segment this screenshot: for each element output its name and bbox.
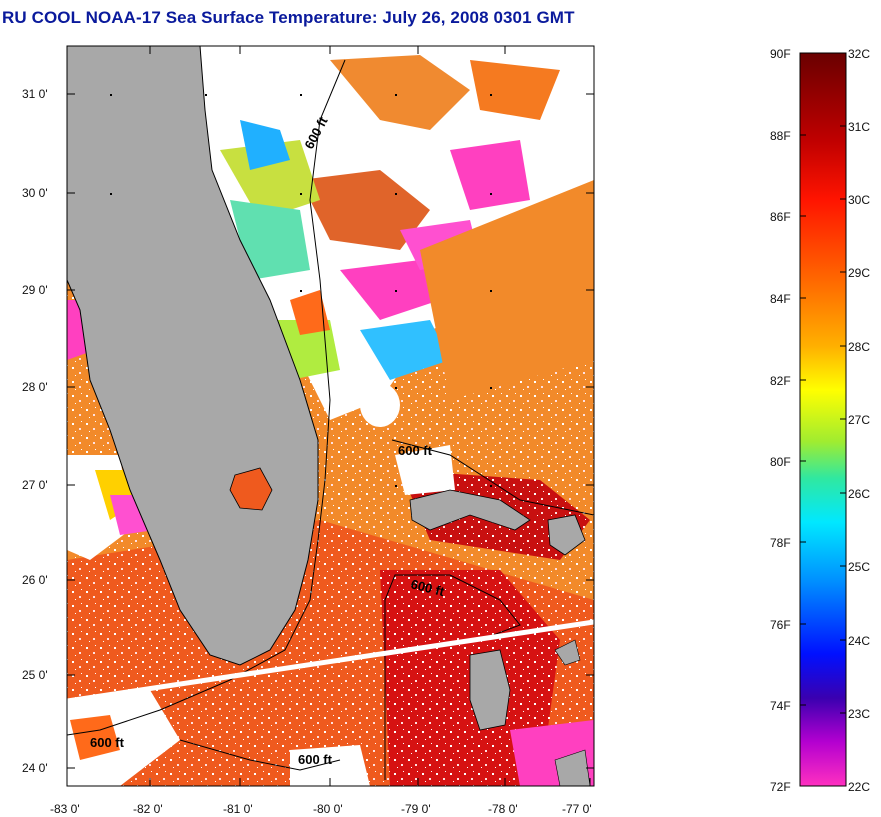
colorbar-c-label: 31C — [848, 120, 871, 134]
lon-label: -78 0' — [488, 802, 518, 816]
isobath-florida — [67, 59, 346, 736]
colorbar-c-label: 24C — [848, 634, 871, 648]
colorbar-c-label: 26C — [848, 487, 871, 501]
colorbar-c-label: 25C — [848, 560, 871, 574]
colorbar-c-label: 30C — [848, 193, 871, 207]
lat-label: 30 0' — [22, 186, 48, 200]
colorbar-f-label: 84F — [770, 292, 791, 306]
axis-ticks — [66, 46, 594, 786]
colorbar-f-label: 72F — [770, 780, 791, 794]
isobath-bahamas-north — [391, 439, 594, 516]
lon-label: -83 0' — [50, 802, 80, 816]
colorbar-c-label: 29C — [848, 266, 871, 280]
lat-label: 28 0' — [22, 380, 48, 394]
map-title: RU COOL NOAA-17 Sea Surface Temperature:… — [2, 8, 575, 27]
lon-label: -81 0' — [223, 802, 253, 816]
colorbar-c-label: 32C — [848, 47, 871, 61]
andros — [469, 649, 511, 731]
abaco — [547, 514, 586, 556]
colorbar-c-label: 27C — [848, 413, 871, 427]
lat-label: 26 0' — [22, 573, 48, 587]
florida-landmass — [67, 46, 319, 666]
graticule — [110, 94, 492, 487]
colorbar-ticks — [800, 125, 846, 714]
isobath-bahamas-south — [384, 574, 521, 780]
lat-label: 31 0' — [22, 87, 48, 101]
colorbar-f-label: 78F — [770, 536, 791, 550]
colorbar-f-label: 80F — [770, 455, 791, 469]
lon-label: -80 0' — [313, 802, 343, 816]
lake-okeechobee — [229, 467, 273, 511]
colorbar-c-label: 23C — [848, 707, 871, 721]
colorbar — [799, 52, 847, 787]
colorbar-c-label: 28C — [848, 340, 871, 354]
colorbar-f-label: 76F — [770, 618, 791, 632]
lat-label: 25 0' — [22, 668, 48, 682]
lat-label: 24 0' — [22, 761, 48, 775]
satellite-track-line — [67, 619, 594, 704]
colorbar-f-label: 86F — [770, 210, 791, 224]
contour-label: 600 ft — [90, 735, 125, 750]
contour-label: 600 ft — [398, 443, 433, 458]
colorbar-f-label: 82F — [770, 374, 791, 388]
colorbar-f-label: 90F — [770, 47, 791, 61]
lon-label: -77 0' — [562, 802, 592, 816]
lon-label: -82 0' — [133, 802, 163, 816]
colorbar-f-label: 74F — [770, 699, 791, 713]
lat-label: 29 0' — [22, 283, 48, 297]
lon-label: -79 0' — [401, 802, 431, 816]
grand-bahama — [409, 489, 531, 531]
contour-label: 600 ft — [298, 752, 333, 767]
lat-label: 27 0' — [22, 478, 48, 492]
colorbar-f-label: 88F — [770, 129, 791, 143]
colorbar-c-label: 22C — [848, 780, 871, 794]
